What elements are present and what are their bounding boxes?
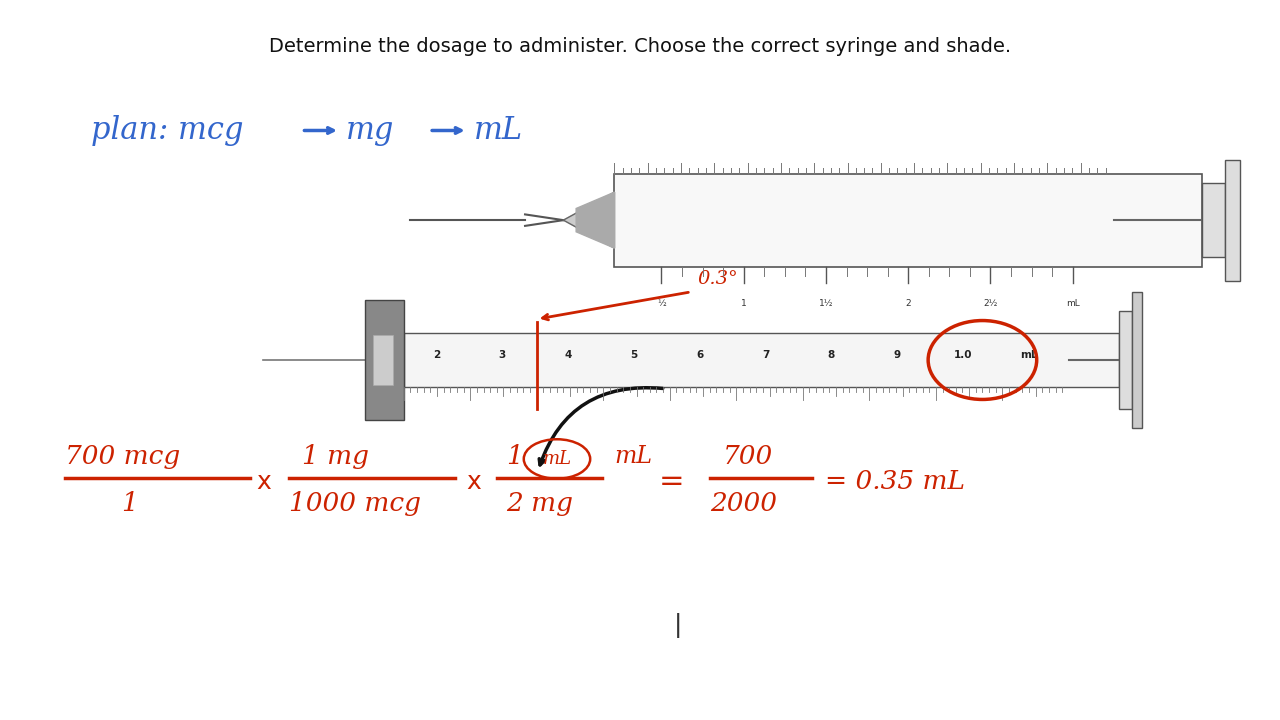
Text: 1: 1 xyxy=(506,444,522,469)
Text: 7: 7 xyxy=(762,349,769,359)
FancyBboxPatch shape xyxy=(1119,311,1132,409)
Text: x: x xyxy=(256,470,270,494)
Text: 2: 2 xyxy=(905,300,911,308)
Text: 9: 9 xyxy=(893,349,901,359)
Text: mL: mL xyxy=(1066,300,1079,308)
FancyBboxPatch shape xyxy=(403,333,1119,387)
Text: 1: 1 xyxy=(741,300,746,308)
Text: x: x xyxy=(467,470,481,494)
Text: 2: 2 xyxy=(433,349,440,359)
FancyBboxPatch shape xyxy=(365,300,403,420)
Text: = 0.35 mL: = 0.35 mL xyxy=(826,469,965,495)
Text: 4: 4 xyxy=(564,349,572,359)
Polygon shape xyxy=(576,192,614,248)
Text: 1000 mcg: 1000 mcg xyxy=(289,491,421,516)
Text: plan: mcg: plan: mcg xyxy=(91,115,243,146)
Text: mL: mL xyxy=(543,450,572,468)
Text: 700 mcg: 700 mcg xyxy=(65,444,180,469)
Text: ½: ½ xyxy=(657,300,666,308)
Text: Determine the dosage to administer. Choose the correct syringe and shade.: Determine the dosage to administer. Choo… xyxy=(269,37,1011,56)
FancyBboxPatch shape xyxy=(614,174,1202,267)
Text: 1: 1 xyxy=(120,491,137,516)
Text: 8: 8 xyxy=(828,349,835,359)
Text: mg: mg xyxy=(346,115,394,146)
Text: mL: mL xyxy=(474,115,524,146)
Text: =: = xyxy=(659,467,685,496)
FancyBboxPatch shape xyxy=(1132,292,1142,428)
Text: 2½: 2½ xyxy=(983,300,997,308)
FancyBboxPatch shape xyxy=(1202,183,1225,258)
FancyBboxPatch shape xyxy=(1225,160,1240,281)
Text: 1½: 1½ xyxy=(819,300,833,308)
Text: 6: 6 xyxy=(696,349,704,359)
Text: 1 mg: 1 mg xyxy=(302,444,369,469)
Text: mL: mL xyxy=(1020,349,1038,359)
Text: 2 mg: 2 mg xyxy=(506,491,573,516)
Text: mL: mL xyxy=(614,446,653,468)
Text: 3: 3 xyxy=(499,349,506,359)
Text: 700: 700 xyxy=(723,444,773,469)
Text: 2000: 2000 xyxy=(710,491,777,516)
Polygon shape xyxy=(563,192,614,248)
FancyBboxPatch shape xyxy=(372,336,393,384)
Text: |: | xyxy=(675,613,682,638)
Text: 0.3°: 0.3° xyxy=(698,270,739,288)
Text: 5: 5 xyxy=(630,349,637,359)
Text: 1.0: 1.0 xyxy=(954,349,973,359)
